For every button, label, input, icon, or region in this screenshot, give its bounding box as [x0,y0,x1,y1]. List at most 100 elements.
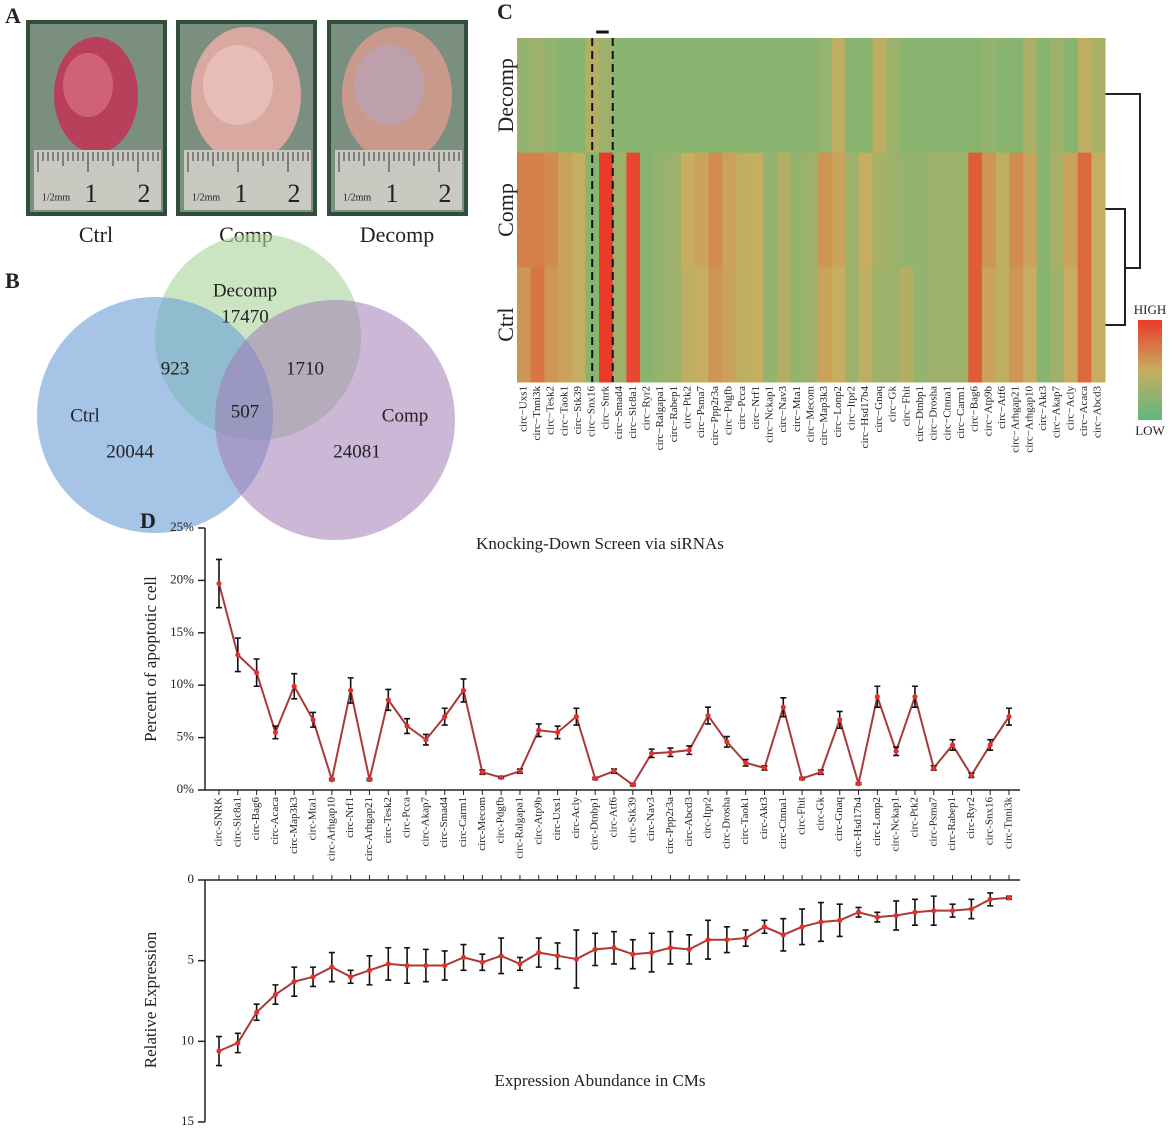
column-label: circ−Gk [887,386,899,423]
y-tick-label: 5 [188,952,195,967]
column-label: circ−Atp9b [982,386,994,437]
data-point [235,1040,241,1046]
heatmap-cell [1063,38,1079,154]
heatmap-cell [694,38,709,154]
data-point [743,935,749,941]
data-point [874,914,880,920]
heatmap-cell [763,152,778,268]
data-point [931,908,937,914]
category-label: circ-Nav3 [645,797,657,841]
heatmap-cell [776,267,791,383]
column-label: circ−Arhgap10 [1023,386,1035,453]
data-point [874,694,880,700]
dendrogram [1105,93,1141,326]
heatmap-cell [667,267,682,383]
heatmap-cell [995,152,1010,268]
heatmap-cell [1077,38,1092,154]
data-point [761,924,768,930]
series-line [218,896,1010,1052]
column-label: circ−Fhit [900,386,912,426]
category-label: circ-Arhgap21 [363,797,375,861]
heatmap-cell [1036,267,1051,383]
heatmap-cell [913,38,928,154]
data-point [611,768,617,774]
heart-highlight [354,45,424,125]
data-point [216,580,222,587]
data-point [818,769,824,775]
data-point [705,937,711,943]
column-label: circ−Map3k3 [818,386,830,446]
column-label: circ−Tesk2 [545,386,557,435]
data-point [517,961,523,967]
heatmap-cell [722,38,737,154]
data-point [949,742,956,748]
heatmap-cell [831,267,846,383]
column-label: circ−Mta1 [791,386,803,432]
column-label: circ−Drosha [928,386,940,441]
region-count: 507 [231,401,260,422]
set-label: Comp [382,405,428,426]
ruler-label: 1 [386,179,399,208]
heatmap-cell [667,152,682,268]
category-label: circ-Uxs1 [551,797,563,840]
column-label: circ−Nrf1 [750,386,762,429]
category-label: circ-Abcd3 [683,797,695,847]
heatmap-cell [954,267,969,383]
data-point [536,950,542,956]
category-label: circ-Pdgfb [495,797,507,844]
data-point [254,1009,260,1015]
heatmap-cell [790,267,805,383]
data-point [442,714,448,720]
heatmap-cell [735,38,750,154]
heatmap-cell [858,152,874,268]
column-label: circ−Snx16 [586,386,598,437]
y-tick-label: 10 [181,1032,194,1047]
data-point [366,776,373,783]
heatmap-cell [1009,152,1024,268]
heatmap-cell [544,152,559,268]
y-axis-title: Percent of apoptotic cell [141,576,160,742]
column-label: circ−Acly [1064,386,1076,431]
heatmap-cell [845,267,860,383]
data-point [272,729,279,735]
heatmap-cell [899,38,915,154]
data-point [235,652,241,658]
data-point [385,961,391,967]
data-point [667,945,674,951]
heatmap-cell [749,152,764,268]
data-point [799,775,805,782]
heatmap-cell [1063,152,1079,268]
heatmap-cell [886,267,901,383]
ruler-label: 1/2mm [42,192,71,203]
y-tick-label: 10% [170,676,194,691]
heatmap-cell [1091,152,1106,268]
ruler-label: 1 [235,179,248,208]
category-label: circ-Atf6 [608,797,620,838]
region-count: 1710 [286,358,324,379]
column-label: circ−Arhgap21 [1010,386,1022,453]
ruler-label: 1/2mm [192,192,221,203]
region-count: 24081 [333,441,381,462]
category-label: circ-Fhit [796,797,808,835]
heatmap-cell [817,267,833,383]
heatmap-cell [790,152,805,268]
y-tick-label: 15% [170,624,194,639]
heatmap-cell [763,267,778,383]
heatmap-cell [640,38,655,154]
venn-circle [37,297,273,533]
series-line [218,583,1010,787]
column-label: circ−Snrk [599,386,611,430]
data-point [348,687,354,694]
category-label: circ-Tnni3k [1003,797,1015,849]
row-label: Decomp [493,58,518,133]
data-point [573,714,579,720]
heart-highlight [203,45,273,125]
heatmap-cell [626,38,641,154]
heatmap-cell [558,267,573,383]
heatmap-cell [899,267,915,383]
data-point [460,954,467,961]
heatmap-cell [722,152,737,268]
category-label: circ-Drosha [720,797,732,849]
y-tick-label: 25% [170,519,194,534]
category-label: circ-Gnaq [833,797,845,841]
